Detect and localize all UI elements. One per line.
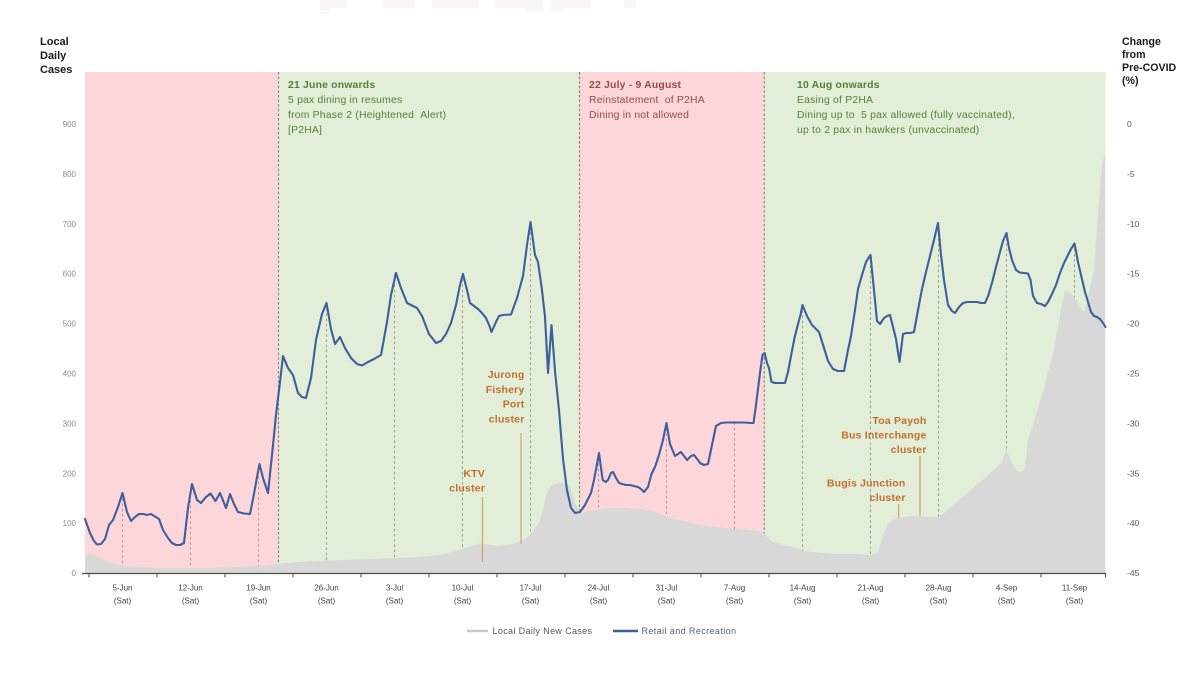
svg-text:-45: -45: [1127, 568, 1140, 578]
svg-text:(Sat): (Sat): [794, 597, 812, 606]
svg-text:17-Jul: 17-Jul: [520, 584, 542, 593]
svg-text:Retail and Recreation: Retail and Recreation: [642, 626, 737, 636]
svg-text:10-Jul: 10-Jul: [452, 584, 474, 593]
svg-text:Port: Port: [503, 399, 525, 411]
svg-text:Dining up to 5 pax allowed (f: Dining up to 5 pax allowed (fully vaccin…: [797, 110, 1015, 121]
svg-text:11-Sep: 11-Sep: [1062, 584, 1088, 593]
svg-text:-25: -25: [1127, 369, 1140, 379]
svg-text:Bus Interchange: Bus Interchange: [841, 430, 926, 442]
svg-text:Dining in not allowed: Dining in not allowed: [589, 110, 689, 121]
svg-text:14-Aug: 14-Aug: [790, 584, 816, 593]
svg-text:600: 600: [63, 270, 77, 279]
svg-text:from: from: [1122, 49, 1146, 61]
svg-text:Bugis Junction: Bugis Junction: [827, 478, 906, 490]
svg-text:Change: Change: [1122, 36, 1161, 48]
svg-text:(Sat): (Sat): [182, 597, 200, 606]
svg-text:(Sat): (Sat): [454, 597, 472, 606]
svg-text:21-Aug: 21-Aug: [858, 584, 884, 593]
svg-text:(Sat): (Sat): [318, 597, 336, 606]
svg-text:cluster: cluster: [449, 483, 485, 495]
svg-text:7-Aug: 7-Aug: [724, 584, 745, 593]
svg-text:(Sat): (Sat): [250, 597, 268, 606]
svg-text:800: 800: [63, 170, 77, 179]
svg-text:(Sat): (Sat): [726, 597, 744, 606]
svg-text:-40: -40: [1127, 518, 1140, 528]
svg-text:300: 300: [63, 419, 77, 428]
svg-text:5-Jun: 5-Jun: [112, 584, 132, 593]
svg-text:-35: -35: [1127, 468, 1140, 478]
svg-text:5 pax dining in resumes: 5 pax dining in resumes: [288, 95, 402, 106]
svg-text:(Sat): (Sat): [998, 597, 1016, 606]
svg-text:21 June onwards: 21 June onwards: [288, 80, 375, 91]
svg-text:3-Jul: 3-Jul: [386, 584, 404, 593]
svg-text:31-Jul: 31-Jul: [656, 584, 678, 593]
svg-text:Reinstatement of P2HA: Reinstatement of P2HA: [589, 95, 705, 106]
svg-text:12-Jun: 12-Jun: [178, 584, 202, 593]
svg-text:(Sat): (Sat): [590, 597, 608, 606]
svg-text:cluster: cluster: [891, 444, 927, 456]
svg-text:(Sat): (Sat): [1066, 597, 1084, 606]
svg-text:-5: -5: [1127, 169, 1135, 179]
svg-text:Pre-COVID: Pre-COVID: [1122, 62, 1177, 74]
svg-text:4-Sep: 4-Sep: [996, 584, 1018, 593]
svg-text:500: 500: [63, 320, 77, 329]
svg-text:200: 200: [63, 469, 77, 478]
svg-text:(Sat): (Sat): [386, 597, 404, 606]
svg-text:24-Jul: 24-Jul: [588, 584, 610, 593]
svg-text:400: 400: [63, 370, 77, 379]
svg-text:Local Daily New Cases: Local Daily New Cases: [493, 626, 593, 636]
svg-text:(Sat): (Sat): [522, 597, 540, 606]
svg-text:Daily: Daily: [40, 50, 67, 62]
svg-text:26-Jun: 26-Jun: [314, 584, 338, 593]
svg-text:-15: -15: [1127, 269, 1140, 279]
svg-text:100: 100: [63, 519, 77, 528]
svg-text:19-Jun: 19-Jun: [246, 584, 270, 593]
svg-text:Fishery: Fishery: [486, 384, 525, 396]
svg-text:cluster: cluster: [489, 413, 525, 425]
svg-text:Jurong: Jurong: [488, 369, 525, 381]
svg-text:(Sat): (Sat): [930, 597, 948, 606]
svg-text:Toa Payoh: Toa Payoh: [872, 415, 926, 427]
svg-text:10 Aug onwards: 10 Aug onwards: [797, 80, 880, 91]
svg-text:(%): (%): [1122, 75, 1138, 87]
svg-text:22 July - 9 August: 22 July - 9 August: [589, 80, 681, 91]
svg-text:(Sat): (Sat): [658, 597, 676, 606]
svg-text:0: 0: [1127, 119, 1132, 129]
svg-text:Cases: Cases: [40, 64, 72, 76]
svg-text:Local: Local: [40, 36, 69, 48]
svg-text:KTV: KTV: [463, 468, 485, 480]
svg-text:Easing of P2HA: Easing of P2HA: [797, 95, 873, 106]
svg-text:-30: -30: [1127, 418, 1140, 428]
svg-text:up to 2 pax in hawkers (unvacc: up to 2 pax in hawkers (unvaccinated): [797, 125, 979, 136]
svg-text:-20: -20: [1127, 319, 1140, 329]
svg-text:28-Aug: 28-Aug: [926, 584, 952, 593]
svg-text:from Phase 2 (Heightened Aler: from Phase 2 (Heightened Alert): [288, 110, 446, 121]
svg-text:(Sat): (Sat): [114, 597, 132, 606]
svg-text:900: 900: [63, 120, 77, 129]
svg-text:(Sat): (Sat): [862, 597, 880, 606]
svg-text:[P2HA]: [P2HA]: [288, 125, 322, 136]
svg-text:cluster: cluster: [870, 492, 906, 504]
svg-text:700: 700: [63, 220, 77, 229]
svg-text:-10: -10: [1127, 219, 1140, 229]
svg-text:0: 0: [72, 569, 77, 578]
